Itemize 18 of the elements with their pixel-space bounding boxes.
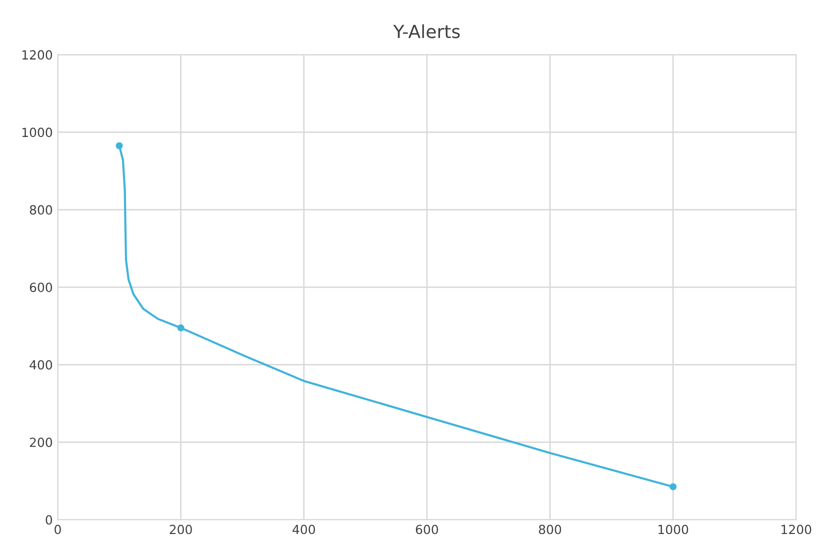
y-tick-label: 200 (30, 438, 52, 448)
x-tick-label: 1000 (658, 524, 688, 534)
x-tick-label: 1200 (782, 524, 812, 534)
point (670, 483, 677, 490)
x-tick-label: 0 (54, 524, 61, 534)
y-tick-label: 1000 (22, 128, 52, 138)
y-tick-label: 800 (30, 205, 52, 215)
point (177, 324, 184, 332)
y-tick-label: 400 (30, 360, 52, 370)
y-tick-label: 600 (30, 282, 52, 292)
x-tick-label: 200 (170, 524, 192, 534)
y-tick-label: 0 (46, 515, 52, 525)
chart-title: Y-Alerts (393, 24, 460, 38)
x-tick-label: 600 (416, 524, 438, 534)
y-tick-label: 1200 (22, 50, 52, 60)
x-tick-label: 400 (292, 524, 315, 534)
x-tick-label: 800 (538, 524, 562, 534)
point (116, 142, 123, 150)
